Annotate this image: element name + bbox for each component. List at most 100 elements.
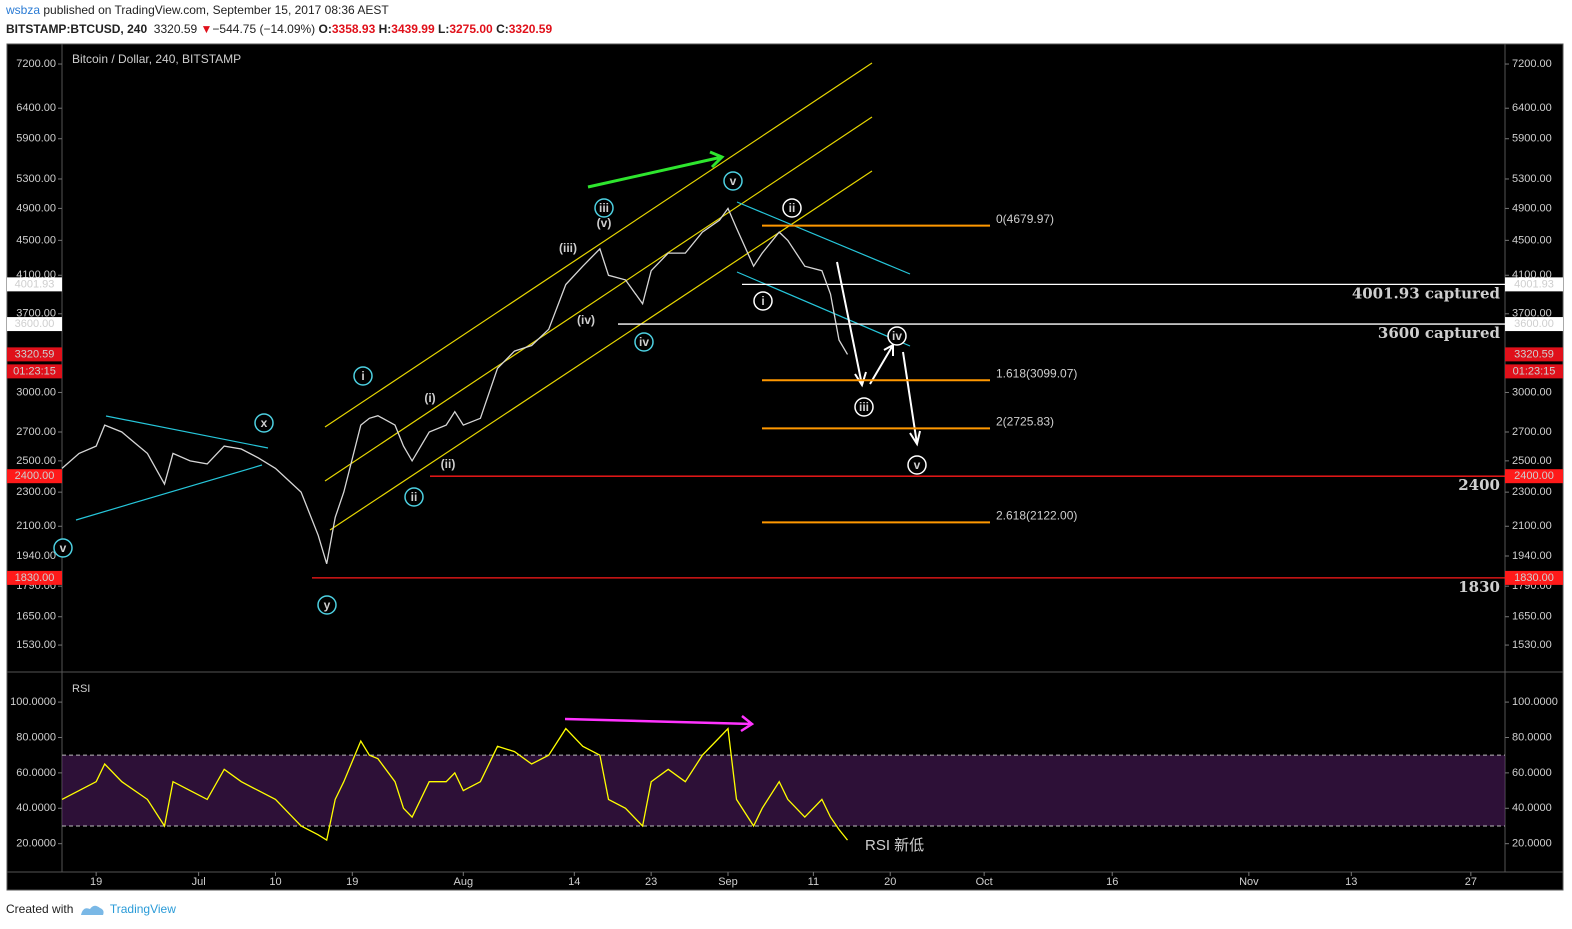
x-tick-label: 27: [1465, 876, 1477, 888]
y-tick-label: 6400.00: [16, 102, 56, 114]
y-tick-label: 2100.00: [1512, 520, 1552, 532]
wave-label: x: [261, 416, 268, 430]
y-tick-label: 20.0000: [16, 838, 56, 850]
x-tick-label: Nov: [1239, 876, 1259, 888]
change: −544.75 (−14.09%): [212, 22, 316, 36]
x-tick-label: 19: [90, 876, 102, 888]
last: 3320.59: [153, 22, 198, 36]
y-tick-label: 4500.00: [16, 234, 56, 246]
y-tick-label: 7200.00: [1512, 58, 1552, 70]
y-tick-label: 2300.00: [16, 486, 56, 498]
y-tick-label: 40.0000: [1512, 802, 1552, 814]
wave-label: iii: [599, 201, 609, 215]
chart-title: Bitcoin / Dollar, 240, BITSTAMP: [72, 52, 241, 66]
y-tick-label: 2100.00: [16, 520, 56, 532]
wave-circle: [404, 487, 424, 507]
fib-label: 0(4679.97): [996, 212, 1054, 226]
fib-label: 2.618(2122.00): [996, 509, 1077, 523]
wave-circle: [782, 198, 802, 218]
user[interactable]: wsbza: [6, 3, 41, 17]
wave-circle: [53, 538, 73, 558]
countdown-label: 01:23:15: [13, 365, 56, 377]
axis-price-box: [7, 317, 62, 332]
x-tick-label: 14: [568, 876, 580, 888]
y-tick-label: 4500.00: [1512, 234, 1552, 246]
chart-background: [6, 43, 1564, 891]
open: 3358.93: [331, 22, 376, 36]
y-tick-label: 60.0000: [16, 767, 56, 779]
countdown-box: [1505, 364, 1563, 379]
x-tick-label: 23: [645, 876, 657, 888]
y-tick-label: 5900.00: [1512, 133, 1552, 145]
wave-label: (v): [597, 216, 612, 230]
axis-price-label: 3600.00: [1514, 318, 1554, 330]
y-tick-label: 5900.00: [16, 133, 56, 145]
wave-circle: [634, 332, 654, 352]
y-tick-label: 3700.00: [16, 308, 56, 320]
y-tick-label: 40.0000: [16, 802, 56, 814]
axis-price-label: 4001.93: [1514, 278, 1554, 290]
level-label: 4001.93 captured: [1352, 284, 1501, 302]
wave-label: (iii): [559, 241, 577, 255]
wave-circle: [753, 291, 773, 311]
h-label: H:: [378, 22, 392, 36]
y-tick-label: 80.0000: [16, 731, 56, 743]
level-label: 2400: [1458, 476, 1500, 494]
wave-label: ii: [411, 490, 418, 504]
level-label: 1830: [1458, 578, 1500, 596]
y-tick-label: 2500.00: [1512, 455, 1552, 467]
header-line: wsbza published on TradingView.com, Sept…: [6, 3, 389, 17]
wave-circle: [317, 595, 337, 615]
y-tick-label: 1650.00: [16, 611, 56, 623]
symbol: BITSTAMP:BTCUSD, 240: [6, 22, 148, 36]
trend-line: [105, 415, 269, 449]
y-tick-label: 6400.00: [1512, 102, 1552, 114]
price-line: [61, 727, 849, 842]
fib-label: 1.618(3099.07): [996, 366, 1077, 380]
wave-label: (i): [424, 391, 435, 405]
y-tick-label: 100.0000: [10, 696, 56, 708]
close: 3320.59: [508, 22, 553, 36]
channel-line: [329, 170, 873, 531]
y-tick-label: 5300.00: [1512, 173, 1552, 185]
axis-price-box: [7, 469, 62, 484]
wave-label: v: [60, 541, 67, 555]
axis-price-label: 3600.00: [15, 318, 55, 330]
level-label: 3600 captured: [1378, 324, 1501, 342]
y-tick-label: 7200.00: [16, 58, 56, 70]
o-label: O:: [318, 22, 332, 36]
wave-circle: [723, 171, 743, 191]
y-tick-label: 3000.00: [16, 386, 56, 398]
x-tick-label: Jul: [192, 876, 206, 888]
countdown-box: [7, 364, 62, 379]
axis-price-box: [7, 570, 62, 585]
created: Created with: [6, 902, 74, 916]
y-tick-label: 4900.00: [1512, 202, 1552, 214]
x-tick-label: 10: [269, 876, 281, 888]
wave-label: ii: [789, 201, 796, 215]
axis-price-label: 1830.00: [1514, 572, 1554, 584]
axis-price-label: 2400.00: [15, 470, 55, 482]
x-tick-label: Sep: [718, 876, 738, 888]
published: published on TradingView.com, September …: [43, 3, 389, 17]
x-tick-label: 19: [346, 876, 358, 888]
symbol-line: BITSTAMP:BTCUSD, 240 3320.59 ▼−544.75 (−…: [6, 22, 552, 36]
y-tick-label: 20.0000: [1512, 838, 1552, 850]
y-tick-label: 2500.00: [16, 455, 56, 467]
channel-line: [324, 62, 873, 428]
wave-circle: [907, 455, 927, 475]
brand[interactable]: TradingView: [109, 902, 176, 916]
x-tick-label: 16: [1106, 876, 1118, 888]
wave-circle: [854, 397, 874, 417]
logo: [80, 905, 104, 915]
footer: Created with TradingView: [6, 902, 176, 917]
wave-label: iv: [892, 329, 902, 343]
wave-label: v: [914, 458, 921, 472]
last-price-label: 3320.59: [15, 348, 55, 360]
y-tick-label: 80.0000: [1512, 731, 1552, 743]
trend-line: [75, 464, 263, 521]
last-price-box: [1505, 347, 1563, 362]
y-tick-label: 3700.00: [1512, 308, 1552, 320]
channel-line: [324, 116, 873, 482]
